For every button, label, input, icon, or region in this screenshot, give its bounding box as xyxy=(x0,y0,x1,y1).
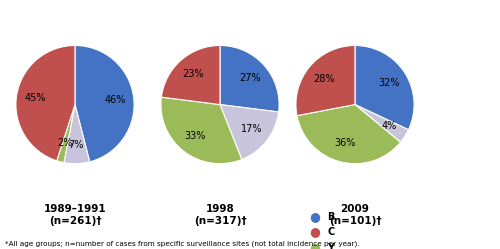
Text: ●: ● xyxy=(310,241,320,249)
Wedge shape xyxy=(296,46,355,116)
Wedge shape xyxy=(297,105,401,164)
Wedge shape xyxy=(64,105,90,164)
Text: 45%: 45% xyxy=(24,93,46,103)
Text: 46%: 46% xyxy=(104,95,126,105)
Text: 36%: 36% xyxy=(334,138,355,148)
Wedge shape xyxy=(75,46,134,162)
Text: *All age groups; n=number of cases from specific surveillance sites (not total i: *All age groups; n=number of cases from … xyxy=(5,240,360,247)
Wedge shape xyxy=(16,46,75,161)
Text: 2009
(n=101)†: 2009 (n=101)† xyxy=(329,204,382,226)
Text: 1989–1991
(n=261)†: 1989–1991 (n=261)† xyxy=(44,204,106,226)
Text: 23%: 23% xyxy=(182,69,204,79)
Text: 33%: 33% xyxy=(184,131,206,141)
Text: 27%: 27% xyxy=(240,73,261,83)
Wedge shape xyxy=(355,105,408,142)
Wedge shape xyxy=(161,97,242,164)
Wedge shape xyxy=(355,46,414,130)
Text: C: C xyxy=(328,227,335,237)
Text: B: B xyxy=(328,212,335,222)
Wedge shape xyxy=(220,46,279,112)
Text: 28%: 28% xyxy=(314,74,335,84)
Text: 1998
(n=317)†: 1998 (n=317)† xyxy=(194,204,246,226)
Wedge shape xyxy=(56,105,75,163)
Wedge shape xyxy=(162,46,220,105)
Text: ●: ● xyxy=(310,226,320,239)
Text: 2%: 2% xyxy=(58,138,72,148)
Text: ●: ● xyxy=(310,210,320,223)
Text: 4%: 4% xyxy=(382,121,396,131)
Text: 7%: 7% xyxy=(68,140,84,150)
Text: Y: Y xyxy=(328,243,334,249)
Text: 17%: 17% xyxy=(241,124,262,134)
Wedge shape xyxy=(220,105,278,160)
Text: 32%: 32% xyxy=(378,78,400,88)
